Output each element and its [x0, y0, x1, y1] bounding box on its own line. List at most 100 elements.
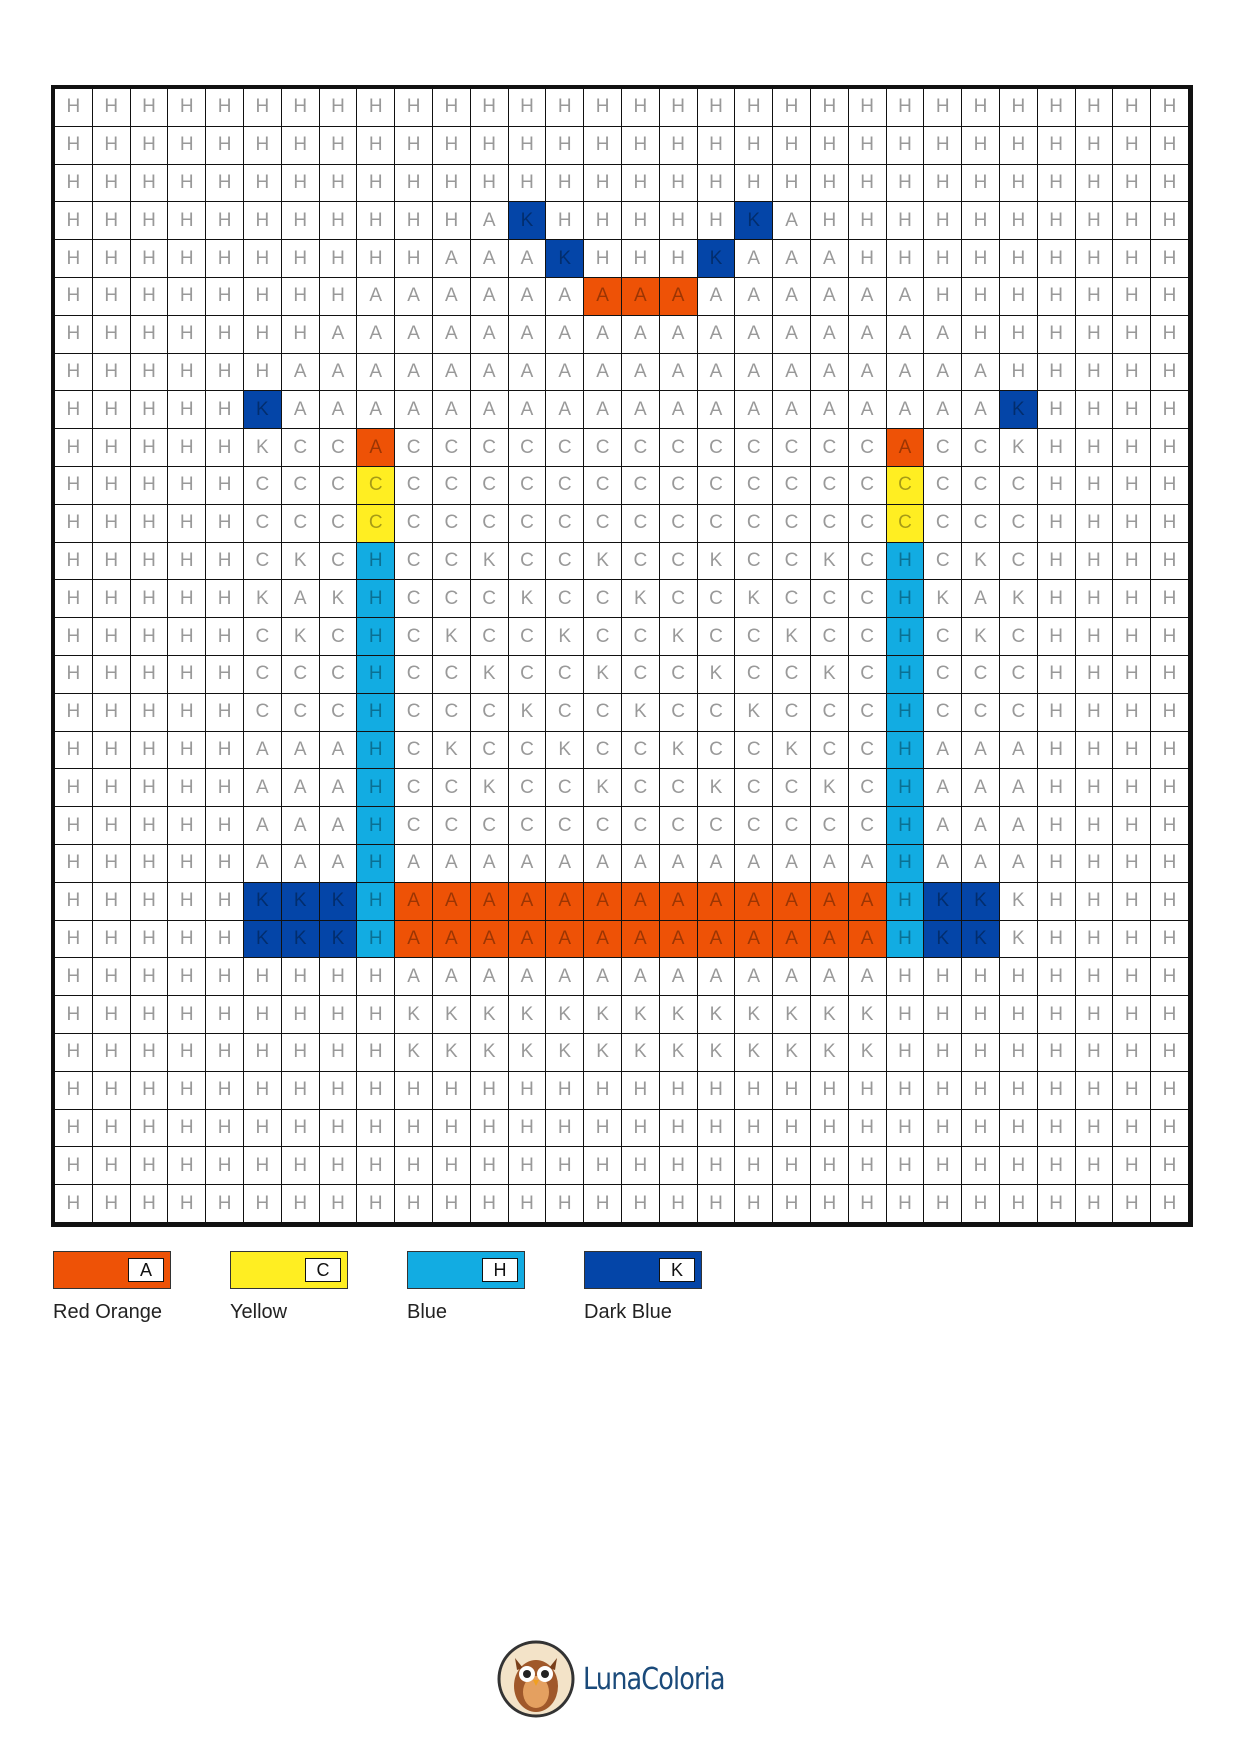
- grid-cell: A: [546, 315, 585, 354]
- grid-cell: C: [395, 466, 433, 505]
- grid-cell: H: [470, 89, 509, 127]
- grid-cell: H: [848, 1071, 887, 1110]
- grid-cell: A: [697, 844, 736, 883]
- grid-cell: C: [432, 807, 471, 845]
- grid-cell: H: [357, 618, 396, 656]
- grid-cell: H: [92, 1033, 131, 1072]
- grid-cell: H: [1037, 1033, 1076, 1072]
- grid-cell: K: [319, 580, 358, 619]
- grid-cell: C: [508, 769, 547, 808]
- grid-cell: C: [999, 618, 1038, 656]
- grid-cell: H: [281, 1033, 320, 1072]
- grid-cell: C: [659, 655, 698, 694]
- grid-cell: H: [1113, 1147, 1152, 1186]
- grid-cell: A: [546, 391, 585, 430]
- grid-cell: H: [1113, 920, 1152, 959]
- grid-cell: A: [395, 277, 433, 316]
- grid-cell: A: [546, 882, 585, 921]
- grid-cell: H: [130, 240, 169, 278]
- grid-cell: A: [319, 391, 358, 430]
- grid-cell: H: [1037, 1109, 1076, 1148]
- grid-cell: H: [1075, 466, 1114, 505]
- grid-cell: H: [281, 202, 320, 241]
- grid-cell: H: [206, 1185, 244, 1223]
- grid-cell: A: [508, 920, 547, 959]
- grid-cell: A: [508, 958, 547, 997]
- grid-cell: A: [395, 315, 433, 354]
- grid-cell: C: [659, 504, 698, 543]
- grid-cell: H: [206, 920, 244, 959]
- grid-cell: A: [697, 353, 736, 392]
- grid-cell: H: [206, 202, 244, 241]
- grid-cell: A: [773, 391, 811, 430]
- grid-cell: H: [848, 240, 887, 278]
- grid-cell: H: [130, 466, 169, 505]
- grid-cell: H: [735, 1147, 774, 1186]
- grid-cell: A: [432, 882, 471, 921]
- grid-cell: H: [1113, 807, 1152, 845]
- grid-cell: C: [773, 429, 811, 467]
- grid-cell: H: [584, 1071, 622, 1110]
- grid-cell: H: [1037, 731, 1076, 770]
- grid-cell: A: [319, 769, 358, 808]
- grid-cell: A: [659, 315, 698, 354]
- grid-cell: H: [168, 580, 207, 619]
- grid-cell: H: [55, 164, 93, 203]
- grid-cell: A: [395, 391, 433, 430]
- grid-cell: H: [243, 277, 282, 316]
- grid-cell: H: [206, 807, 244, 845]
- grid-cell: H: [735, 1071, 774, 1110]
- grid-cell: C: [924, 542, 963, 581]
- grid-cell: A: [962, 353, 1000, 392]
- grid-cell: C: [508, 618, 547, 656]
- grid-cell: C: [395, 655, 433, 694]
- grid-cell: H: [281, 277, 320, 316]
- grid-cell: C: [470, 618, 509, 656]
- grid-cell: C: [546, 769, 585, 808]
- grid-cell: C: [735, 655, 774, 694]
- grid-cell: H: [508, 164, 547, 203]
- grid-cell: K: [243, 429, 282, 467]
- grid-cell: H: [1151, 580, 1189, 619]
- grid-cell: H: [168, 693, 207, 732]
- grid-cell: K: [810, 1033, 849, 1072]
- grid-cell: H: [886, 1033, 925, 1072]
- grid-cell: H: [168, 996, 207, 1034]
- grid-cell: H: [395, 164, 433, 203]
- grid-cell: C: [470, 731, 509, 770]
- grid-cell: H: [243, 164, 282, 203]
- grid-cell: H: [773, 89, 811, 127]
- grid-cell: H: [92, 126, 131, 165]
- grid-cell: K: [621, 996, 660, 1034]
- grid-cell: C: [621, 542, 660, 581]
- grid-cell: A: [508, 240, 547, 278]
- grid-cell: H: [168, 920, 207, 959]
- grid-cell: K: [432, 731, 471, 770]
- grid-cell: H: [92, 202, 131, 241]
- grid-cell: H: [206, 580, 244, 619]
- grid-cell: H: [470, 1109, 509, 1148]
- grid-cell: A: [697, 882, 736, 921]
- grid-cell: A: [697, 958, 736, 997]
- grid-cell: H: [697, 1185, 736, 1223]
- grid-cell: C: [810, 466, 849, 505]
- grid-cell: H: [1151, 1147, 1189, 1186]
- grid-cell: H: [55, 1071, 93, 1110]
- grid-cell: H: [319, 126, 358, 165]
- grid-cell: C: [962, 429, 1000, 467]
- grid-cell: K: [470, 996, 509, 1034]
- grid-cell: H: [55, 618, 93, 656]
- grid-cell: H: [206, 429, 244, 467]
- grid-cell: A: [470, 844, 509, 883]
- grid-cell: H: [1037, 580, 1076, 619]
- grid-cell: H: [92, 731, 131, 770]
- grid-cell: H: [1113, 542, 1152, 581]
- grid-cell: A: [357, 429, 396, 467]
- grid-cell: H: [697, 1071, 736, 1110]
- grid-cell: H: [1151, 1109, 1189, 1148]
- grid-cell: H: [92, 618, 131, 656]
- grid-cell: A: [621, 882, 660, 921]
- grid-cell: C: [999, 504, 1038, 543]
- grid-cell: H: [206, 315, 244, 354]
- grid-cell: H: [546, 164, 585, 203]
